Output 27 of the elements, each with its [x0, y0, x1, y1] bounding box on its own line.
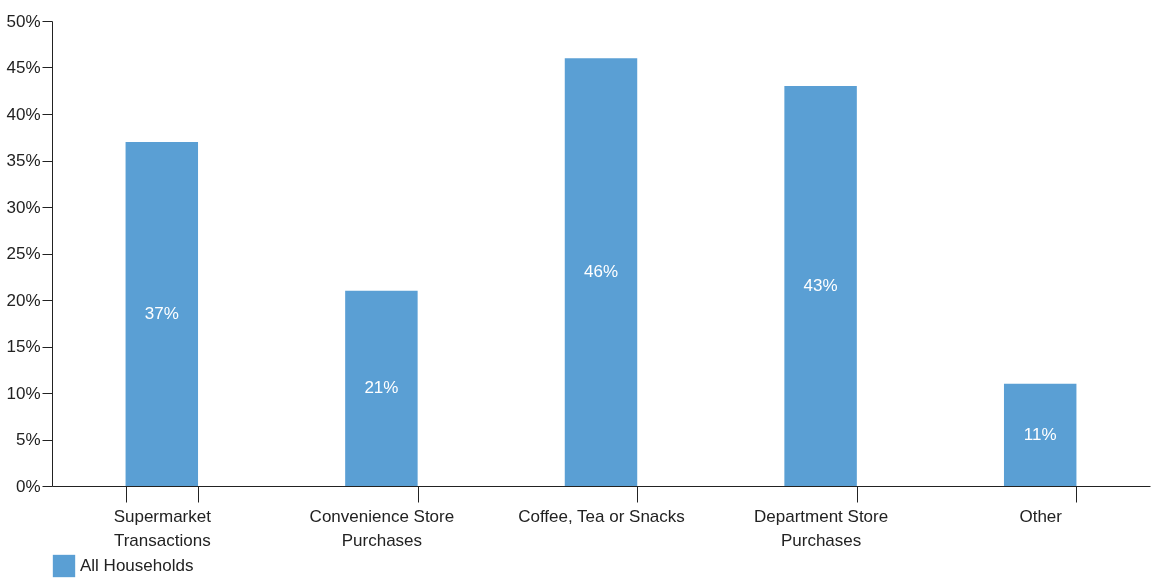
y-tick-label: 25% — [6, 244, 41, 263]
y-tick-label: 5% — [15, 430, 41, 449]
data-label: 46% — [583, 262, 619, 282]
y-tick-label: 20% — [6, 290, 41, 310]
y-tick-label: 40% — [6, 104, 41, 124]
y-tick-label: 50% — [6, 11, 41, 31]
x-tick-label: Other — [1019, 506, 1063, 526]
bar — [125, 141, 199, 486]
y-tick-label: 0% — [15, 476, 41, 496]
bar — [564, 58, 638, 486]
bar — [784, 86, 857, 486]
bar — [1003, 383, 1077, 486]
legend-label: All Households — [80, 556, 194, 575]
x-tick-label: Supermarket Transactions — [113, 506, 212, 550]
y-tick-label: 15% — [6, 337, 41, 356]
y-tick-label: 10% — [6, 383, 41, 403]
data-label: 43% — [803, 276, 838, 296]
y-tick-label: 35% — [6, 151, 41, 170]
bar — [345, 290, 418, 486]
y-tick-label: 45% — [6, 58, 41, 77]
data-label: 21% — [364, 378, 399, 398]
x-tick-label: Coffee, Tea or Snacks — [518, 506, 685, 526]
data-label: 37% — [144, 303, 179, 323]
x-tick-label: Department Store Purchases — [754, 506, 889, 550]
x-tick-label: Convenience Store Purchases — [309, 506, 455, 550]
data-label: 11% — [1023, 424, 1057, 444]
y-tick-label: 30% — [6, 197, 41, 217]
